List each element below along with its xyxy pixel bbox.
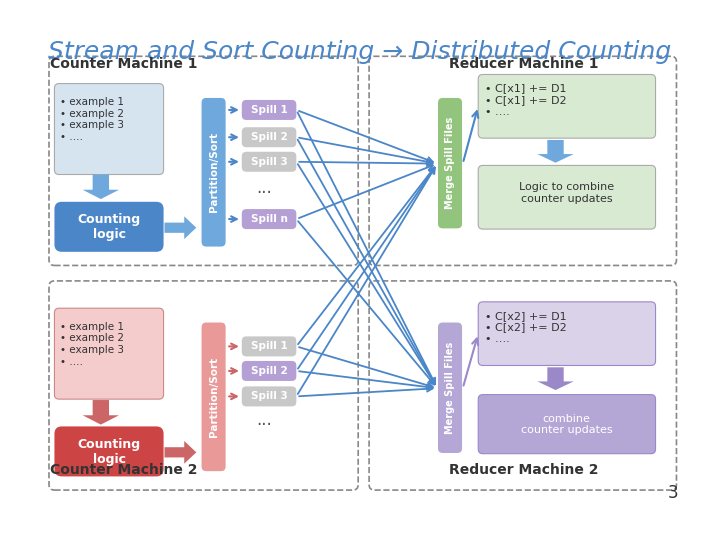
Text: Counting
logic: Counting logic [78, 213, 140, 241]
Text: Spill 3: Spill 3 [251, 157, 287, 167]
FancyBboxPatch shape [437, 97, 463, 229]
Text: Reducer Machine 2: Reducer Machine 2 [449, 463, 598, 477]
Text: Spill 2: Spill 2 [251, 366, 287, 376]
Text: Merge Spill Files: Merge Spill Files [445, 117, 455, 210]
Polygon shape [164, 217, 197, 239]
Polygon shape [537, 140, 574, 163]
FancyBboxPatch shape [242, 387, 297, 407]
Text: • C[x2] += D1
• C[x2] += D2
• ….: • C[x2] += D1 • C[x2] += D2 • …. [485, 311, 567, 344]
Text: Spill 1: Spill 1 [251, 105, 287, 115]
FancyBboxPatch shape [55, 427, 163, 476]
Text: Reducer Machine 1: Reducer Machine 1 [449, 57, 598, 71]
FancyBboxPatch shape [242, 361, 297, 381]
Polygon shape [537, 367, 574, 390]
FancyBboxPatch shape [242, 209, 297, 229]
FancyBboxPatch shape [478, 302, 655, 366]
Text: combine
counter updates: combine counter updates [521, 414, 612, 435]
Polygon shape [83, 174, 119, 199]
FancyBboxPatch shape [478, 75, 655, 138]
Text: • example 1
• example 2
• example 3
• ….: • example 1 • example 2 • example 3 • …. [60, 322, 124, 367]
Text: Merge Spill Files: Merge Spill Files [445, 342, 455, 434]
FancyBboxPatch shape [242, 127, 297, 147]
Text: • example 1
• example 2
• example 3
• ….: • example 1 • example 2 • example 3 • …. [60, 97, 124, 142]
FancyBboxPatch shape [55, 202, 163, 252]
FancyBboxPatch shape [242, 336, 297, 356]
Text: ...: ... [256, 411, 272, 429]
Text: Stream and Sort Counting → Distributed Counting: Stream and Sort Counting → Distributed C… [48, 40, 672, 64]
FancyBboxPatch shape [201, 97, 226, 247]
Polygon shape [83, 400, 119, 424]
Text: Logic to combine
counter updates: Logic to combine counter updates [519, 182, 614, 204]
Text: Counter Machine 2: Counter Machine 2 [50, 463, 197, 477]
FancyBboxPatch shape [478, 395, 655, 454]
Text: Counting
logic: Counting logic [78, 438, 140, 466]
Text: Spill 2: Spill 2 [251, 132, 287, 142]
Text: Partition/Sort: Partition/Sort [209, 132, 219, 212]
FancyBboxPatch shape [437, 322, 463, 454]
FancyBboxPatch shape [242, 152, 297, 172]
Polygon shape [164, 441, 197, 464]
Text: Partition/Sort: Partition/Sort [209, 357, 219, 437]
Text: Counter Machine 1: Counter Machine 1 [50, 57, 197, 71]
Text: Spill 1: Spill 1 [251, 341, 287, 352]
Text: Spill n: Spill n [251, 214, 287, 224]
Text: 3: 3 [667, 484, 678, 502]
FancyBboxPatch shape [201, 322, 226, 472]
Text: ...: ... [256, 179, 272, 197]
FancyBboxPatch shape [55, 308, 163, 399]
Text: Spill 3: Spill 3 [251, 392, 287, 401]
FancyBboxPatch shape [55, 84, 163, 174]
FancyBboxPatch shape [242, 100, 297, 120]
Text: • C[x1] += D1
• C[x1] += D2
• ….: • C[x1] += D1 • C[x1] += D2 • …. [485, 84, 566, 117]
FancyBboxPatch shape [478, 165, 655, 229]
